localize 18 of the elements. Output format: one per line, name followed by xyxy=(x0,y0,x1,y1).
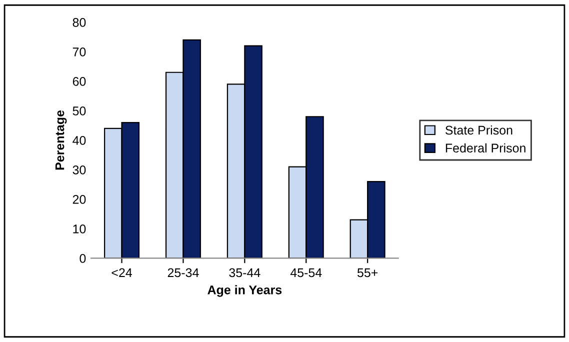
y-tick-label: 30 xyxy=(72,166,86,174)
y-tick-label: 20 xyxy=(72,195,86,204)
legend-label: Federal Prison xyxy=(446,143,526,153)
y-tick-label: 60 xyxy=(72,77,86,86)
y-tick-label: 80 xyxy=(72,18,86,27)
x-tick-label: 45-54 xyxy=(290,268,322,278)
y-tick-label: 0 xyxy=(80,254,86,263)
x-tick-label: 55+ xyxy=(357,268,378,278)
y-tick-label: 50 xyxy=(72,106,86,116)
y-tick-label: 10 xyxy=(73,224,86,234)
y-tick-label: 40 xyxy=(72,136,86,145)
y-tick-label: 70 xyxy=(72,48,86,56)
y-axis-title: Perentage xyxy=(55,110,67,170)
x-tick-label: <24 xyxy=(112,268,132,277)
x-tick-label: 35-44 xyxy=(229,268,260,278)
x-axis-title: Age in Years xyxy=(208,285,282,297)
x-tick-label: 25-34 xyxy=(168,268,199,278)
legend-label: State Prison xyxy=(445,125,512,135)
